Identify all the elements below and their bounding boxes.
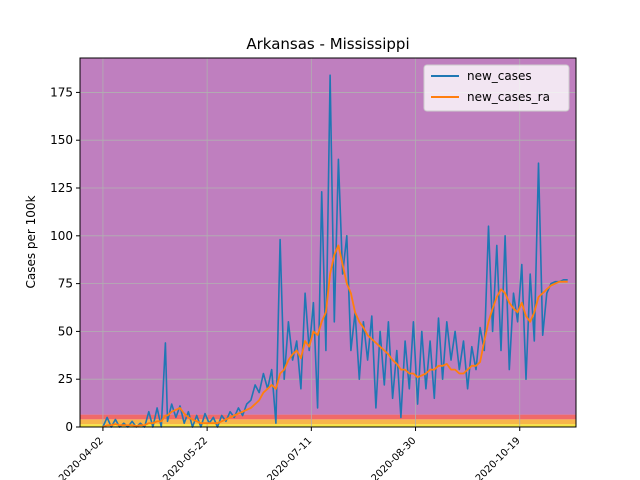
series-line-new-cases: [102, 74, 568, 428]
x-axis: 2020-04-02 2020-05-22 2020-07-11 2020-08-30…: [57, 427, 523, 480]
y-tick-label: 75: [58, 277, 73, 291]
x-tick-label: 2020-07-11: [265, 435, 314, 480]
series-line-new-cases-ra: [102, 244, 568, 428]
x-tick-label: 2020-08-30: [370, 435, 419, 480]
chart-title: Arkansas - Mississippi: [246, 35, 409, 53]
y-tick-label: 125: [50, 181, 73, 195]
y-axis: 0 25 50 75 100 125 150 175: [50, 85, 80, 434]
x-tick-label: 2020-05-22: [161, 435, 210, 480]
y-tick-label: 0: [65, 420, 73, 434]
y-tick-label: 25: [58, 372, 73, 386]
legend-label-new-cases-ra: new_cases_ra: [467, 90, 550, 104]
x-tick-label: 2020-04-02: [57, 435, 106, 480]
legend-box: [423, 64, 570, 112]
background-band-2: [80, 414, 576, 420]
background-band-1: [80, 419, 576, 425]
y-tick-label: 50: [58, 324, 73, 338]
y-tick-label: 175: [50, 85, 73, 99]
plot-frame: [79, 57, 577, 428]
legend: new_cases new_cases_ra: [423, 64, 570, 112]
y-axis-label: Cases per 100k: [24, 195, 38, 288]
y-tick-label: 100: [50, 229, 73, 243]
series-lines: [102, 74, 568, 428]
x-tick-label: 2020-10-19: [474, 435, 523, 480]
legend-label-new-cases: new_cases: [467, 69, 532, 83]
y-tick-label: 150: [50, 133, 73, 147]
background-band-0: [80, 424, 576, 427]
